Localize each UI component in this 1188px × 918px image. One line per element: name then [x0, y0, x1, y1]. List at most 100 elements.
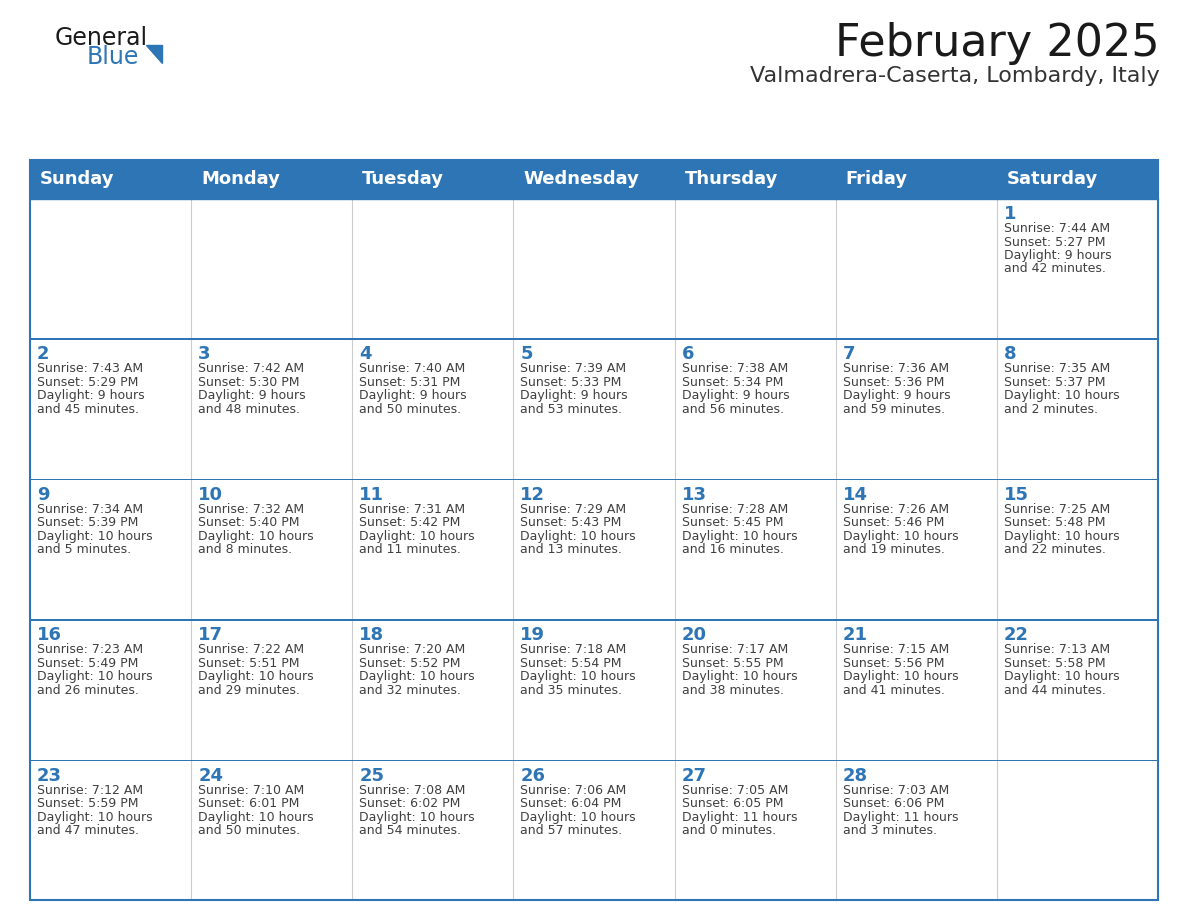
Bar: [353, 620, 513, 759]
Bar: [353, 620, 513, 621]
Text: 11: 11: [359, 486, 384, 504]
Bar: [675, 198, 835, 339]
Text: Daylight: 10 hours: Daylight: 10 hours: [359, 530, 475, 543]
Text: Daylight: 10 hours: Daylight: 10 hours: [359, 811, 475, 823]
Text: 18: 18: [359, 626, 385, 644]
Text: 26: 26: [520, 767, 545, 785]
Text: and 32 minutes.: and 32 minutes.: [359, 684, 461, 697]
Text: Sunset: 5:29 PM: Sunset: 5:29 PM: [37, 375, 138, 389]
Text: 16: 16: [37, 626, 62, 644]
Bar: [513, 339, 675, 340]
Text: Daylight: 10 hours: Daylight: 10 hours: [359, 670, 475, 683]
Text: Sunset: 5:46 PM: Sunset: 5:46 PM: [842, 516, 944, 530]
Bar: [353, 198, 513, 199]
Text: Sunrise: 7:28 AM: Sunrise: 7:28 AM: [682, 503, 788, 516]
Text: and 29 minutes.: and 29 minutes.: [198, 684, 301, 697]
Text: Sunset: 5:42 PM: Sunset: 5:42 PM: [359, 516, 461, 530]
Text: General: General: [55, 26, 148, 50]
Polygon shape: [146, 45, 162, 63]
Text: Sunset: 6:01 PM: Sunset: 6:01 PM: [198, 797, 299, 810]
Text: 17: 17: [198, 626, 223, 644]
Bar: [513, 759, 675, 900]
Text: Daylight: 10 hours: Daylight: 10 hours: [198, 811, 314, 823]
Bar: [675, 759, 835, 900]
Bar: [353, 479, 513, 480]
Text: and 5 minutes.: and 5 minutes.: [37, 543, 131, 556]
Text: Daylight: 10 hours: Daylight: 10 hours: [1004, 670, 1119, 683]
Text: 8: 8: [1004, 345, 1017, 364]
Text: Sunset: 5:43 PM: Sunset: 5:43 PM: [520, 516, 621, 530]
Text: Daylight: 10 hours: Daylight: 10 hours: [520, 530, 636, 543]
Text: and 11 minutes.: and 11 minutes.: [359, 543, 461, 556]
Bar: [675, 479, 835, 480]
Bar: [513, 339, 675, 479]
Text: Blue: Blue: [87, 45, 139, 69]
Text: Daylight: 9 hours: Daylight: 9 hours: [198, 389, 305, 402]
Bar: [191, 339, 353, 340]
Text: Sunset: 6:06 PM: Sunset: 6:06 PM: [842, 797, 944, 810]
Text: and 50 minutes.: and 50 minutes.: [359, 403, 461, 416]
Text: Sunset: 5:39 PM: Sunset: 5:39 PM: [37, 516, 138, 530]
Text: Daylight: 10 hours: Daylight: 10 hours: [1004, 530, 1119, 543]
Bar: [675, 339, 835, 479]
Text: Sunrise: 7:10 AM: Sunrise: 7:10 AM: [198, 784, 304, 797]
Bar: [191, 339, 353, 479]
Bar: [835, 479, 997, 480]
Text: and 50 minutes.: and 50 minutes.: [198, 824, 301, 837]
Text: 3: 3: [198, 345, 210, 364]
Text: Sunset: 5:31 PM: Sunset: 5:31 PM: [359, 375, 461, 389]
Bar: [675, 198, 835, 199]
Text: Sunset: 5:37 PM: Sunset: 5:37 PM: [1004, 375, 1105, 389]
Text: Sunrise: 7:43 AM: Sunrise: 7:43 AM: [37, 363, 143, 375]
Text: 14: 14: [842, 486, 867, 504]
Text: 6: 6: [682, 345, 694, 364]
Bar: [997, 339, 1158, 340]
Text: Sunrise: 7:05 AM: Sunrise: 7:05 AM: [682, 784, 788, 797]
Text: Sunset: 5:59 PM: Sunset: 5:59 PM: [37, 797, 139, 810]
Text: and 56 minutes.: and 56 minutes.: [682, 403, 784, 416]
Text: 5: 5: [520, 345, 533, 364]
Bar: [997, 479, 1158, 620]
Bar: [675, 620, 835, 621]
Bar: [835, 759, 997, 900]
Text: Sunrise: 7:25 AM: Sunrise: 7:25 AM: [1004, 503, 1110, 516]
Bar: [30, 759, 191, 761]
Text: Daylight: 10 hours: Daylight: 10 hours: [1004, 389, 1119, 402]
Text: Sunrise: 7:32 AM: Sunrise: 7:32 AM: [198, 503, 304, 516]
Text: Sunrise: 7:40 AM: Sunrise: 7:40 AM: [359, 363, 466, 375]
Text: 21: 21: [842, 626, 867, 644]
Text: 13: 13: [682, 486, 707, 504]
Bar: [353, 339, 513, 479]
Text: and 47 minutes.: and 47 minutes.: [37, 824, 139, 837]
Text: and 59 minutes.: and 59 minutes.: [842, 403, 944, 416]
Text: and 3 minutes.: and 3 minutes.: [842, 824, 936, 837]
Text: Saturday: Saturday: [1007, 170, 1098, 188]
Bar: [675, 620, 835, 759]
Bar: [353, 339, 513, 340]
Text: and 53 minutes.: and 53 minutes.: [520, 403, 623, 416]
Text: 2: 2: [37, 345, 50, 364]
Bar: [997, 198, 1158, 339]
Text: Sunrise: 7:12 AM: Sunrise: 7:12 AM: [37, 784, 143, 797]
Text: Wednesday: Wednesday: [524, 170, 639, 188]
Text: Sunrise: 7:38 AM: Sunrise: 7:38 AM: [682, 363, 788, 375]
Text: Sunrise: 7:08 AM: Sunrise: 7:08 AM: [359, 784, 466, 797]
Text: Sunset: 5:34 PM: Sunset: 5:34 PM: [682, 375, 783, 389]
Text: 20: 20: [682, 626, 707, 644]
Bar: [30, 479, 191, 480]
Text: 19: 19: [520, 626, 545, 644]
Text: and 54 minutes.: and 54 minutes.: [359, 824, 461, 837]
Bar: [835, 339, 997, 340]
Bar: [30, 160, 1158, 198]
Bar: [513, 198, 675, 339]
Text: and 8 minutes.: and 8 minutes.: [198, 543, 292, 556]
Bar: [997, 620, 1158, 621]
Text: Daylight: 10 hours: Daylight: 10 hours: [520, 811, 636, 823]
Bar: [513, 479, 675, 620]
Text: Daylight: 10 hours: Daylight: 10 hours: [37, 530, 152, 543]
Text: 1: 1: [1004, 205, 1017, 223]
Text: Sunrise: 7:15 AM: Sunrise: 7:15 AM: [842, 644, 949, 656]
Text: Sunset: 5:55 PM: Sunset: 5:55 PM: [682, 656, 783, 670]
Text: Daylight: 10 hours: Daylight: 10 hours: [520, 670, 636, 683]
Bar: [835, 339, 997, 479]
